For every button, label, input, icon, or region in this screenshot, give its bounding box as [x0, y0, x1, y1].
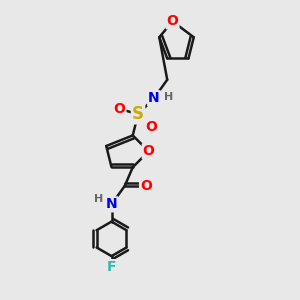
Text: S: S	[132, 105, 144, 123]
Text: N: N	[106, 197, 117, 212]
Text: O: O	[146, 121, 157, 134]
Text: N: N	[148, 91, 160, 105]
Text: O: O	[167, 14, 178, 28]
Text: O: O	[143, 144, 154, 158]
Text: O: O	[114, 102, 125, 116]
Text: H: H	[94, 194, 103, 204]
Text: H: H	[164, 92, 173, 102]
Text: O: O	[140, 179, 152, 193]
Text: F: F	[107, 260, 116, 274]
